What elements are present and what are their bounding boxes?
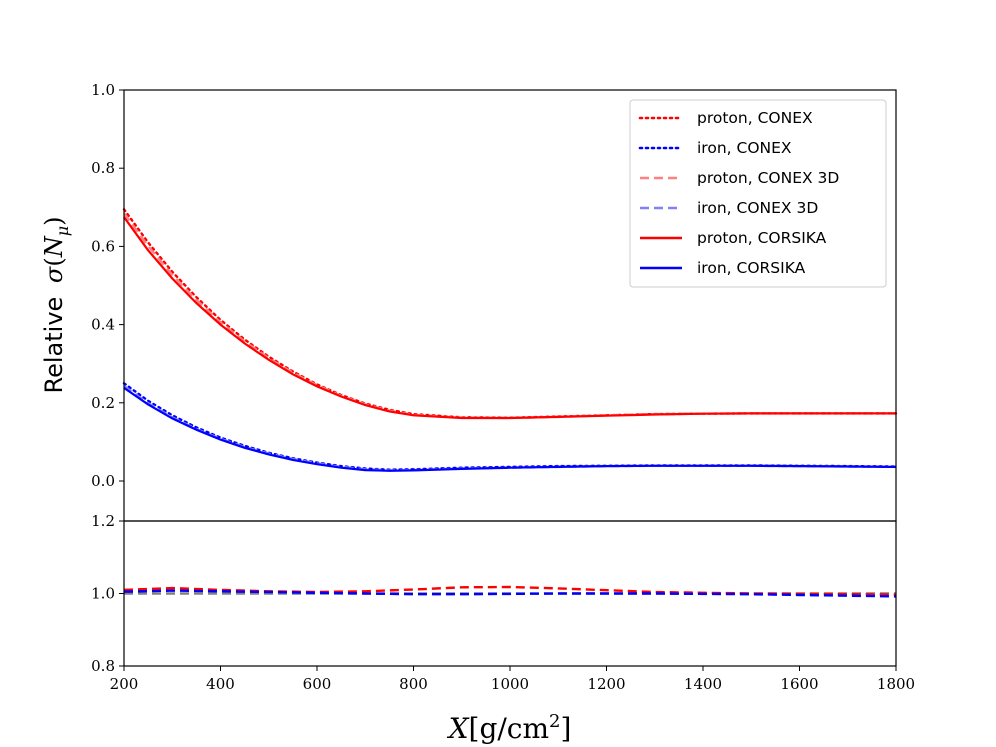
x-axis-label: X[g/cm2]: [447, 711, 572, 745]
legend-label-proton-corsika: proton, CORSIKA: [697, 229, 827, 247]
y-axis-label-prefix: Relative: [40, 289, 68, 393]
legend-label-proton-conex: proton, CONEX: [697, 109, 813, 127]
x-tick-label: 1200: [587, 675, 625, 693]
y-axis-label-var: N: [40, 235, 68, 258]
x-tick-label: 200: [110, 675, 139, 693]
y-tick-label: 0.0: [91, 472, 115, 490]
legend-label-iron-conex-3d: iron, CONEX 3D: [697, 199, 818, 217]
y-tick-label: 0.2: [91, 394, 115, 412]
x-tick-label: 1800: [877, 675, 915, 693]
ratio-y-ticks: 0.8 1.0 1.2: [91, 512, 124, 675]
y-axis-label-close-paren: ): [40, 217, 68, 226]
legend-label-iron-corsika: iron, CORSIKA: [697, 259, 806, 277]
main-panel: 0.0 0.2 0.4 0.6 0.8 1.0 Relative σ(Nμ) proton…: [40, 81, 898, 522]
y-tick-label: 0.4: [91, 316, 115, 334]
ratio-panel: 0.8 1.0 1.2 200 400 600 800 1000 1200 1400 1600 18…: [91, 512, 915, 745]
main-series-lines: [122, 208, 898, 472]
y-tick-label: 1.2: [91, 512, 115, 530]
x-tick-label: 1600: [780, 675, 818, 693]
x-ticks: 200 400 600 800 1000 1200 1400 1600 1800: [110, 666, 915, 693]
legend-box: [629, 99, 887, 288]
y-axis-label-sigma: σ: [40, 266, 68, 283]
main-y-ticks: 0.0 0.2 0.4 0.6 0.8 1.0: [91, 81, 124, 490]
x-axis-label-units: [g/cm: [469, 712, 550, 745]
y-tick-label: 1.0: [91, 585, 115, 603]
ratio-line-2: [123, 589, 897, 598]
y-tick-label: 1.0: [91, 81, 115, 99]
y-tick-label: 0.6: [91, 237, 115, 255]
x-tick-label: 400: [206, 675, 235, 693]
y-tick-label: 0.8: [91, 657, 115, 675]
legend-label-iron-conex: iron, CONEX: [697, 139, 792, 157]
y-axis-label-open-paren: (: [40, 257, 68, 266]
series-line-iron-corsika: [123, 386, 897, 472]
x-axis-label-close: ]: [560, 712, 571, 745]
y-axis-label-sub: μ: [53, 226, 72, 236]
series-line-proton-corsika: [123, 216, 896, 420]
y-axis-label: Relative σ(Nμ): [40, 217, 72, 394]
legend-label-proton-conex-3d: proton, CONEX 3D: [697, 169, 839, 187]
x-tick-label: 600: [303, 675, 332, 693]
x-tick-label: 1400: [684, 675, 722, 693]
x-axis-label-var: X: [447, 712, 470, 745]
x-tick-label: 1000: [491, 675, 529, 693]
legend: proton, CONEX iron, CONEX proton, CONEX 3D…: [629, 99, 887, 288]
ratio-series-lines: [123, 585, 897, 598]
x-axis-label-sup: 2: [549, 711, 560, 732]
y-tick-label: 0.8: [91, 159, 115, 177]
x-tick-label: 800: [399, 675, 428, 693]
